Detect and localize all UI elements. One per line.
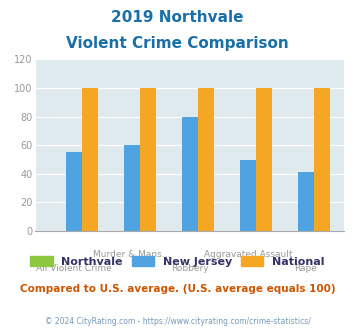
Bar (140, 88, 156, 231)
Bar (314, 88, 330, 231)
Text: Compared to U.S. average. (U.S. average equals 100): Compared to U.S. average. (U.S. average … (20, 284, 335, 294)
Text: © 2024 CityRating.com - https://www.cityrating.com/crime-statistics/: © 2024 CityRating.com - https://www.city… (45, 317, 310, 326)
Text: Violent Crime Comparison: Violent Crime Comparison (66, 36, 289, 51)
Bar (298, 172, 314, 231)
Legend: Northvale, New Jersey, National: Northvale, New Jersey, National (26, 251, 329, 271)
Text: Aggravated Assault: Aggravated Assault (204, 250, 292, 259)
Text: All Violent Crime: All Violent Crime (36, 264, 112, 273)
Bar (66, 152, 82, 231)
Bar (198, 88, 214, 231)
Text: 2019 Northvale: 2019 Northvale (111, 10, 244, 25)
Bar (82, 88, 98, 231)
Bar (240, 159, 256, 231)
Text: Rape: Rape (295, 264, 317, 273)
Bar (256, 88, 272, 231)
Text: Robbery: Robbery (171, 264, 209, 273)
Bar (124, 145, 140, 231)
Bar (182, 116, 198, 231)
Text: Murder & Mans...: Murder & Mans... (93, 250, 171, 259)
